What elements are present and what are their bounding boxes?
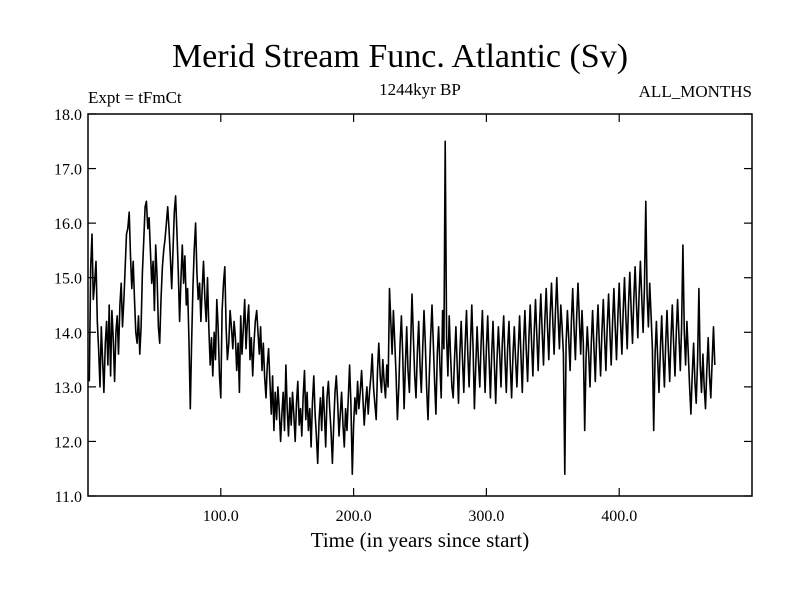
x-tick-label: 200.0 [336, 508, 372, 525]
x-tick-label: 100.0 [203, 508, 239, 525]
y-tick-label: 17.0 [54, 162, 82, 179]
x-tick-label: 400.0 [601, 508, 637, 525]
y-tick-label: 14.0 [54, 325, 82, 342]
y-tick-label: 12.0 [54, 434, 82, 451]
series-line-amoc [88, 140, 716, 475]
experiment-label: Expt = tFmCt [88, 88, 182, 107]
x-tick-label: 300.0 [468, 508, 504, 525]
chart-title: Merid Stream Func. Atlantic (Sv) [171, 38, 629, 75]
y-tick-label: 16.0 [54, 216, 82, 233]
y-tick-label: 13.0 [54, 380, 82, 397]
plot-frame [87, 113, 753, 497]
y-tick-label: 18.0 [54, 107, 82, 124]
y-tick-label: 15.0 [54, 271, 82, 288]
months-label: ALL_MONTHS [638, 82, 752, 101]
x-axis: 100.0 200.0 300.0 400.0 [203, 114, 637, 525]
x-axis-label: Time (in years since start) [310, 528, 530, 552]
chart-subtitle: 1244kyr BP [379, 80, 461, 99]
y-tick-label: 11.0 [55, 489, 82, 506]
